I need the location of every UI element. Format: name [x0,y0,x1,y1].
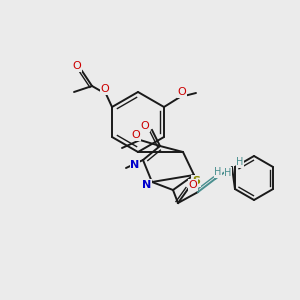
Text: O: O [141,121,149,131]
Text: O: O [100,84,109,94]
Text: O: O [189,180,197,190]
Text: O: O [132,130,140,140]
Text: O: O [178,87,186,97]
Text: N: N [142,180,152,190]
Text: S: S [192,176,200,186]
Text: H: H [224,168,232,178]
Text: O: O [73,61,81,71]
Text: N: N [130,160,140,170]
Text: H: H [236,157,244,167]
Text: H: H [214,167,222,177]
